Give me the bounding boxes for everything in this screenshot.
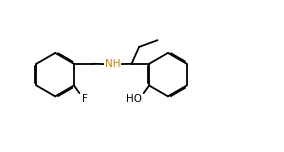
Text: NH: NH [105,59,120,69]
Text: HO: HO [126,94,142,104]
Text: F: F [82,94,87,104]
